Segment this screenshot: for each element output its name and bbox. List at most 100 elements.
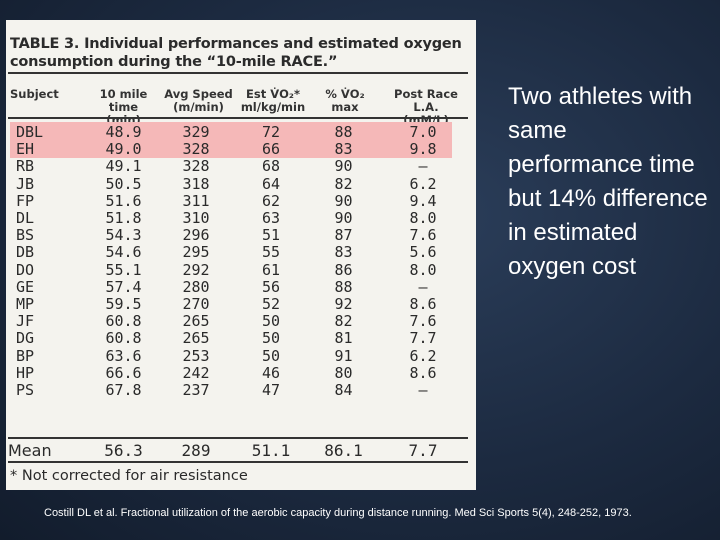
column-header-line: Post Race bbox=[394, 87, 458, 101]
table-cell: 63 bbox=[261, 209, 281, 227]
table-scan: TABLE 3. Individual performances and est… bbox=[6, 20, 476, 490]
mean-cell: 289 bbox=[181, 441, 211, 460]
column-header-line: ml/kg/min bbox=[240, 100, 306, 114]
table-cell: 8.0 bbox=[409, 209, 437, 227]
table-cell: FP bbox=[16, 191, 35, 210]
table-cell: 242 bbox=[182, 363, 210, 382]
table-cell: 7.6 bbox=[409, 312, 437, 331]
table-cell: 83 bbox=[334, 140, 353, 159]
column-header-line bbox=[10, 101, 80, 114]
table-cell: 8.0 bbox=[409, 260, 437, 279]
table-cell: 9.4 bbox=[409, 191, 437, 210]
row-highlight bbox=[10, 139, 452, 159]
table-cell: 49.0 bbox=[105, 140, 142, 159]
table-cell: 57.4 bbox=[105, 277, 142, 296]
table-cell: 48.9 bbox=[105, 123, 142, 141]
table-cell: 280 bbox=[182, 277, 210, 296]
row-highlight bbox=[10, 122, 452, 141]
table-cell: JB bbox=[16, 174, 35, 193]
table-cell: 265 bbox=[182, 329, 210, 348]
table-cell: 91 bbox=[334, 346, 353, 365]
table-row: BS 54.3 296 51 87 7.6 bbox=[6, 226, 466, 245]
table-cell: 51 bbox=[261, 226, 281, 245]
table-cell: 329 bbox=[182, 123, 210, 141]
table-cell: 63.6 bbox=[105, 346, 142, 365]
table-cell: 50 bbox=[261, 329, 281, 348]
table-row: DO 55.1 292 61 86 8.0 bbox=[6, 260, 466, 279]
table-cell: 90 bbox=[334, 209, 353, 227]
table-caption: TABLE 3. Individual performances and est… bbox=[10, 36, 462, 70]
table-cell: 55 bbox=[261, 243, 281, 262]
table-row: DL 51.8 310 63 90 8.0 bbox=[6, 209, 466, 227]
table-cell: JF bbox=[16, 312, 35, 331]
table-cell: 92 bbox=[334, 295, 353, 313]
slide-citation: Costill DL et al. Fractional utilization… bbox=[44, 507, 632, 519]
table-cell: 90 bbox=[334, 191, 353, 210]
column-header-line: Avg Speed bbox=[164, 87, 233, 101]
table-cell: 82 bbox=[334, 312, 353, 331]
mean-cell: 86.1 bbox=[324, 441, 363, 460]
table-cell: GE bbox=[16, 277, 35, 296]
table-cell: DBL bbox=[16, 123, 44, 141]
table-cell: 6.2 bbox=[409, 174, 437, 193]
table-cell: BS bbox=[16, 226, 35, 245]
header-top-rule bbox=[8, 72, 468, 74]
table-row: DBL 48.9 329 72 88 7.0 bbox=[6, 123, 466, 141]
table-cell: 295 bbox=[182, 243, 210, 262]
table-row: BP 63.6 253 50 91 6.2 bbox=[6, 346, 466, 365]
table-cell: 328 bbox=[182, 157, 210, 176]
table-cell: 318 bbox=[182, 174, 210, 193]
table-cell: 50 bbox=[261, 346, 281, 365]
table-row: DB 54.6 295 55 83 5.6 bbox=[6, 243, 466, 262]
table-cell: 87 bbox=[334, 226, 353, 245]
table-row: MP 59.5 270 52 92 8.6 bbox=[6, 295, 466, 313]
table-row: JF 60.8 265 50 82 7.6 bbox=[6, 312, 466, 331]
table-cell: EH bbox=[16, 140, 35, 159]
table-cell: 270 bbox=[182, 295, 210, 313]
column-header-line: % V̇O₂ bbox=[325, 87, 365, 101]
table-cell: 88 bbox=[334, 123, 353, 141]
table-cell: 67.8 bbox=[105, 381, 142, 399]
table-cell: 253 bbox=[182, 346, 210, 365]
table-cell: DL bbox=[16, 209, 35, 227]
table-cell: 64 bbox=[261, 174, 281, 193]
table-cell: 7.6 bbox=[409, 226, 437, 245]
table-cell: HP bbox=[16, 363, 35, 382]
mean-bottom-rule bbox=[8, 461, 468, 463]
table-cell: 8.6 bbox=[409, 295, 437, 313]
table-cell: 50.5 bbox=[105, 174, 142, 193]
table-cell: — bbox=[418, 381, 428, 399]
table-cell: 8.6 bbox=[409, 363, 437, 382]
table-cell: 6.2 bbox=[409, 346, 437, 365]
table-cell: DB bbox=[16, 243, 35, 262]
table-cell: — bbox=[418, 157, 428, 176]
table-row: HP 66.6 242 46 80 8.6 bbox=[6, 363, 466, 382]
table-cell: 66 bbox=[261, 140, 281, 159]
table-cell: 61 bbox=[261, 260, 281, 279]
table-cell: RB bbox=[16, 157, 35, 176]
table-cell: MP bbox=[16, 295, 35, 313]
table-row: JB 50.5 318 64 82 6.2 bbox=[6, 174, 466, 193]
mean-row: Mean 56.3 289 51.1 86.1 7.7 bbox=[6, 441, 466, 460]
mean-cell: Mean bbox=[8, 441, 52, 460]
table-cell: 54.6 bbox=[105, 243, 142, 262]
table-cell: DG bbox=[16, 329, 35, 348]
column-header: % V̇O₂ max bbox=[316, 88, 374, 114]
table-cell: 55.1 bbox=[105, 260, 142, 279]
header-bottom-rule bbox=[8, 117, 468, 119]
table-cell: 56 bbox=[261, 277, 281, 296]
table-cell: 81 bbox=[334, 329, 353, 348]
column-header: Est V̇O₂* ml/kg/min bbox=[238, 88, 308, 114]
mean-cell: 7.7 bbox=[408, 441, 438, 460]
table-cell: 68 bbox=[261, 157, 281, 176]
table-cell: 54.3 bbox=[105, 226, 142, 245]
table-cell: 49.1 bbox=[105, 157, 142, 176]
table-cell: 265 bbox=[182, 312, 210, 331]
table-cell: — bbox=[418, 277, 428, 296]
table-cell: 52 bbox=[261, 295, 281, 313]
table-cell: DO bbox=[16, 260, 35, 279]
table-cell: 9.8 bbox=[409, 140, 437, 159]
table-cell: 47 bbox=[261, 381, 281, 399]
table-cell: 88 bbox=[334, 277, 353, 296]
slide-side-text: Two athletes with same performance time … bbox=[508, 83, 708, 280]
